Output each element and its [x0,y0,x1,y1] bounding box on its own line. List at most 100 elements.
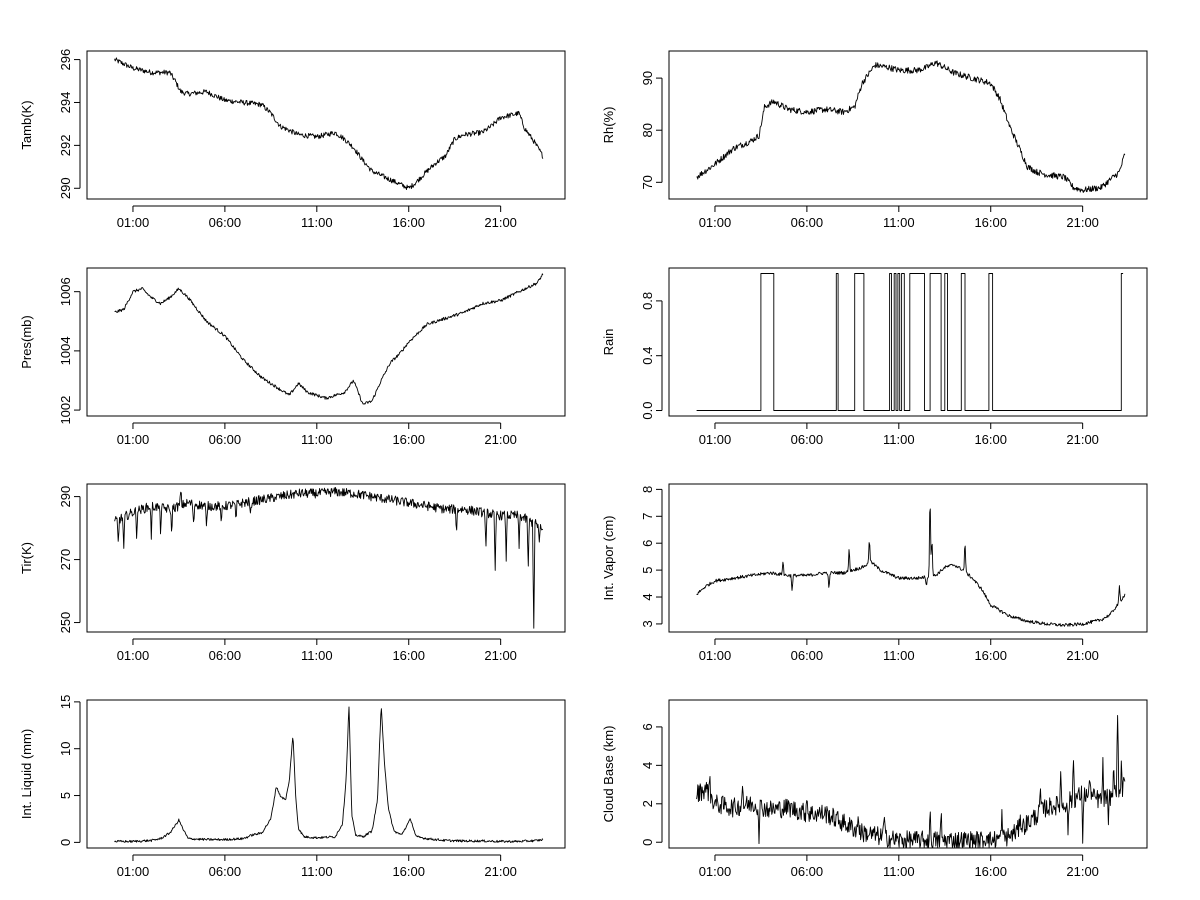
x-tick-label: 16:00 [974,215,1007,230]
x-tick-label: 01:00 [117,432,150,447]
y-tick-label: 10 [58,741,73,755]
x-tick-label: 11:00 [301,432,333,447]
y-axis: 290 292 294 296 [58,49,81,199]
plot-frame [86,699,566,849]
y-tick-label: 7 [640,513,655,520]
y-axis: 250 270 290 [58,486,81,634]
x-tick-label: 16:00 [392,432,425,447]
x-tick-label: 01:00 [699,215,732,230]
y-tick-label: 5 [640,566,655,573]
x-tick-label: 06:00 [209,215,242,230]
y-axis: 70 80 90 [640,71,663,190]
x-axis: 01:00 06:00 11:00 16:00 21:00 [117,205,517,230]
x-axis: 01:00 06:00 11:00 16:00 21:00 [117,422,517,447]
x-tick-label: 06:00 [791,648,824,663]
x-tick-label: 06:00 [209,432,242,447]
x-tick-label: 01:00 [117,648,150,663]
x-tick-label: 01:00 [117,864,150,879]
y-axis: 1002 1004 1006 [58,277,81,425]
series-line-pres [114,273,544,405]
series-line-tamb [114,57,544,191]
x-tick-label: 06:00 [209,648,242,663]
x-axis: 01:00 06:00 11:00 16:00 21:00 [699,205,1099,230]
y-tick-label: 1006 [58,277,73,306]
y-tick-label: 1004 [58,336,73,365]
x-axis: 01:00 06:00 11:00 16:00 21:00 [117,638,517,663]
y-axis: 0 2 4 6 [640,723,663,846]
y-tick-label: 4 [640,762,655,769]
x-tick-label: 06:00 [791,215,824,230]
y-tick-label: 0.4 [640,347,655,365]
y-tick-label: 6 [640,540,655,547]
y-axis-label: Int. Liquid (mm) [19,729,34,819]
chart-vapor: 01:00 06:00 11:00 16:00 21:00 3 4 5 6 7 8 Int. Vapo… [601,483,1148,663]
x-tick-label: 11:00 [883,864,915,879]
y-tick-label: 0 [640,839,655,846]
y-tick-label: 294 [58,92,73,114]
y-tick-label: 0.8 [640,292,655,310]
x-tick-label: 16:00 [974,864,1007,879]
y-tick-label: 3 [640,620,655,627]
y-axis-label: Int. Vapor (cm) [601,515,616,600]
y-tick-label: 90 [640,71,655,85]
x-tick-label: 21:00 [484,648,517,663]
y-tick-label: 0 [58,839,73,846]
y-tick-label: 290 [58,486,73,508]
y-axis: 0 5 10 15 [58,695,81,846]
chart-pres: 01:00 06:00 11:00 16:00 21:00 1002 1004 1006 Pre… [19,267,566,447]
y-axis-label: Rain [601,329,616,356]
series-line-rain [696,273,1124,411]
plot-frame [86,50,566,200]
y-axis-label: Tamb(K) [19,100,34,149]
x-tick-label: 16:00 [392,215,425,230]
x-tick-label: 21:00 [484,215,517,230]
x-tick-label: 11:00 [883,432,915,447]
x-tick-label: 16:00 [392,648,425,663]
x-tick-label: 06:00 [791,432,824,447]
y-tick-label: 70 [640,175,655,189]
x-tick-label: 06:00 [209,864,242,879]
chart-rh: 01:00 06:00 11:00 16:00 21:00 70 80 90 Rh(%) [601,50,1148,230]
x-tick-label: 11:00 [883,648,915,663]
y-axis: 0.0 0.4 0.8 [640,292,663,420]
y-axis-label: Tir(K) [19,542,34,574]
y-tick-label: 5 [58,792,73,799]
x-axis: 01:00 06:00 11:00 16:00 21:00 [699,854,1099,879]
y-tick-label: 296 [58,49,73,71]
series-line-tir [114,486,544,629]
x-tick-label: 16:00 [392,864,425,879]
plot-frame [86,267,566,417]
series-line-cloud-base [696,715,1126,848]
y-tick-label: 80 [640,123,655,137]
x-tick-label: 16:00 [974,648,1007,663]
x-tick-label: 21:00 [484,432,517,447]
x-tick-label: 21:00 [1066,864,1099,879]
x-axis: 01:00 06:00 11:00 16:00 21:00 [699,638,1099,663]
y-tick-label: 270 [58,549,73,571]
chart-tamb: 01:00 06:00 11:00 16:00 21:00 290 292 294 296 Tam… [19,49,566,230]
chart-tir: 01:00 06:00 11:00 16:00 21:00 250 270 290 Tir(K) [19,483,566,663]
y-axis-label: Rh(%) [601,107,616,144]
y-tick-label: 290 [58,177,73,199]
series-line-liquid [114,706,544,843]
x-tick-label: 11:00 [301,864,333,879]
y-tick-label: 4 [640,593,655,600]
x-tick-label: 11:00 [301,648,333,663]
y-tick-label: 0.0 [640,401,655,419]
plot-frame [668,483,1148,633]
chart-rain: 01:00 06:00 11:00 16:00 21:00 0.0 0.4 0.8 Rain [601,267,1148,447]
x-tick-label: 01:00 [699,432,732,447]
y-tick-label: 1002 [58,396,73,425]
x-tick-label: 11:00 [301,215,333,230]
chart-cloud-base: 01:00 06:00 11:00 16:00 21:00 0 2 4 6 Cloud Base … [601,699,1148,879]
x-tick-label: 01:00 [699,648,732,663]
x-tick-label: 21:00 [1066,215,1099,230]
x-tick-label: 16:00 [974,432,1007,447]
x-tick-label: 01:00 [117,215,150,230]
y-axis: 3 4 5 6 7 8 [640,486,663,628]
y-axis-label: Cloud Base (km) [601,726,616,823]
x-axis: 01:00 06:00 11:00 16:00 21:00 [699,422,1099,447]
y-tick-label: 250 [58,612,73,634]
plot-frame [86,483,566,633]
